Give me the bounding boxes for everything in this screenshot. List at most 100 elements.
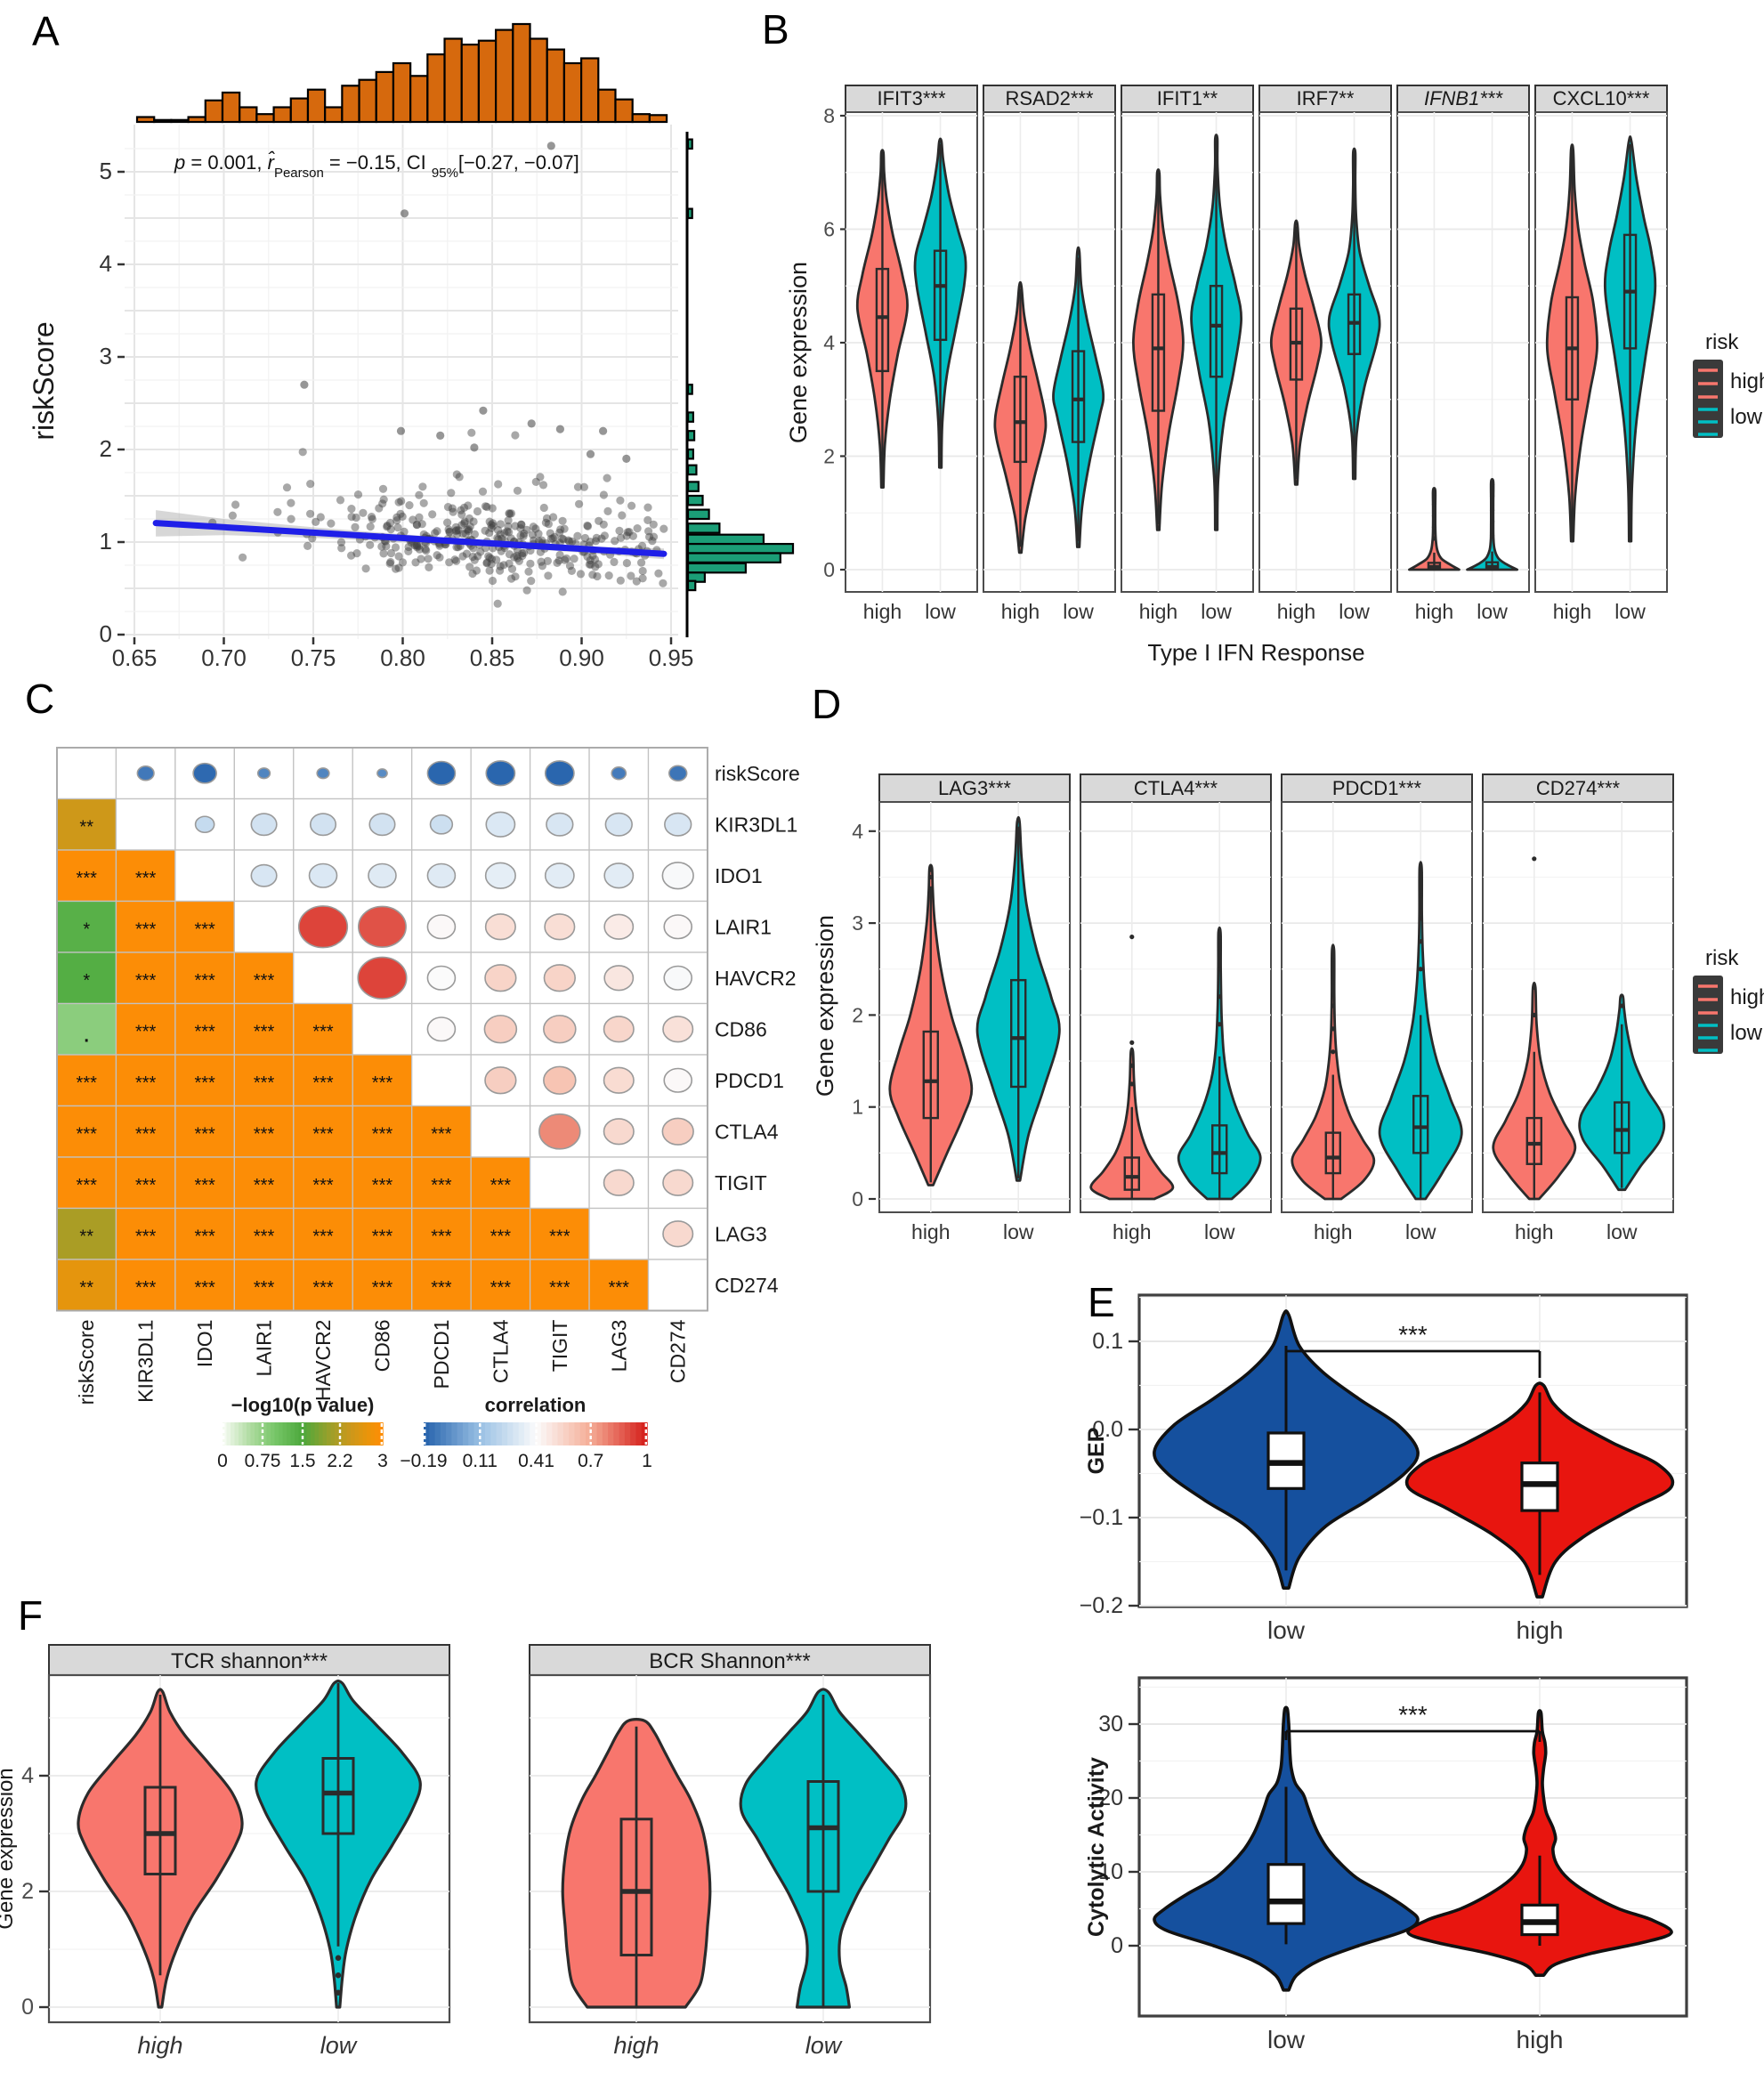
scatter-point: [361, 564, 370, 573]
correlation-circle: [250, 863, 278, 887]
scatter-point: [400, 209, 409, 218]
hist-bar: [324, 106, 344, 124]
scatter-point: [444, 525, 453, 534]
legend-title: correlation: [485, 1394, 587, 1416]
significance-stars: ***: [254, 1124, 275, 1144]
scatter-point: [615, 526, 624, 536]
scatter-point: [454, 543, 463, 552]
plot-content: [49, 1675, 449, 2022]
matrix-cell: [174, 951, 235, 1005]
scatter-point: [410, 541, 419, 550]
facet-header: [1080, 773, 1272, 803]
scatter-point: [428, 510, 437, 519]
scatter-point: [228, 511, 237, 520]
scatter-point: [507, 564, 517, 573]
scatter-point: [383, 522, 392, 531]
scatter-point: [386, 548, 396, 558]
scatter-point: [375, 504, 384, 513]
correlation-circle: [661, 1117, 694, 1146]
panel-b-label: B: [762, 6, 789, 53]
matrix-cell: [115, 798, 176, 851]
hist-bar: [686, 464, 698, 476]
scatter-point: [524, 567, 533, 576]
facet-title: PDCD1***: [1332, 777, 1422, 799]
col-label: KIR3DL1: [134, 1320, 158, 1403]
e-plot-0: 0.1 0.0 −0.1 −0.2 low high *** GEP: [1080, 1293, 1688, 1644]
scatter-point: [494, 480, 503, 489]
significance-stars: ***: [312, 1227, 334, 1246]
scatter-point: [487, 521, 496, 530]
scatter-point: [487, 523, 496, 533]
hist-bar: [358, 78, 377, 124]
scatter-point: [510, 553, 519, 562]
e-plot-1: 0 10 20 30 low high *** Cytolytic Activity: [1084, 1676, 1688, 2053]
hist-bar: [686, 481, 700, 492]
correlation-circle: [426, 862, 457, 888]
scatter-point: [637, 558, 646, 567]
scatter-point: [467, 428, 476, 437]
scatter-point: [470, 555, 479, 564]
scatter-point: [504, 516, 513, 525]
boxplot: [1266, 1863, 1306, 1925]
boxplot: [1010, 978, 1027, 1089]
scatter-point: [394, 563, 403, 572]
correlation-circle: [308, 862, 338, 888]
scatter-point: [638, 574, 647, 583]
row-label: HAVCR2: [715, 967, 797, 990]
facet-content: [1535, 112, 1667, 592]
sig-bracket: ***: [1284, 1321, 1541, 1378]
scatter-point: [645, 532, 654, 541]
hist-bar: [579, 57, 600, 124]
x-tick-label: low: [1267, 1616, 1306, 1644]
x-tick-label: low: [805, 2032, 843, 2059]
scatter-point: [513, 486, 522, 495]
hist-bar: [648, 114, 668, 124]
matrix-cell: [115, 900, 176, 953]
hist-bar: [686, 430, 696, 441]
scatter-point: [498, 534, 506, 543]
scatter-point: [485, 566, 494, 575]
scatter-point: [485, 529, 494, 538]
scatter-point: [393, 523, 402, 532]
col-label: LAG3: [607, 1320, 630, 1373]
matrix-cell: [647, 1259, 708, 1312]
facet-content: [1483, 802, 1673, 1212]
scatter-point: [560, 524, 569, 533]
outlier-dot: [1489, 519, 1495, 524]
scatter-point: [506, 509, 514, 518]
hist-bar: [153, 118, 173, 124]
x-tick-label: low: [1405, 1220, 1436, 1243]
scatter-point: [383, 521, 392, 530]
y-tick-label: 0: [852, 1187, 863, 1211]
legend-key: [1693, 360, 1723, 438]
correlation-circle: [484, 862, 516, 889]
y-tick-label: 0: [100, 620, 112, 647]
y-tick-label: 1: [852, 1096, 863, 1119]
hist-bar: [512, 22, 531, 124]
facet-3: IRF7** high low: [1258, 85, 1392, 623]
matrix-cell: [411, 1207, 472, 1260]
outlier-dot: [335, 1972, 342, 1979]
y-tick-label: 30: [1098, 1712, 1123, 1737]
plot-content: [1139, 1678, 1687, 2016]
scatter-point: [308, 534, 317, 543]
correlation-circle: [484, 1066, 517, 1095]
outlier-dot: [1418, 967, 1423, 972]
correlation-circle: [429, 814, 454, 835]
correlation-circle: [426, 1016, 457, 1042]
facet-title: BCR Shannon***: [649, 1649, 810, 1673]
scatter-point: [654, 569, 663, 578]
scatter-point: [520, 529, 529, 538]
matrix-cell: [233, 1002, 295, 1056]
scatter-point: [368, 514, 376, 523]
panel-c-label: C: [25, 676, 55, 722]
outlier-dot: [1619, 1003, 1624, 1008]
hist-bar: [686, 542, 795, 555]
facet-title: IFNB1***: [1424, 87, 1503, 109]
col-label: TIGIT: [548, 1320, 571, 1373]
row-label: CD86: [715, 1017, 767, 1041]
boxplot: [806, 1780, 840, 1893]
significance-stars: ***: [431, 1124, 452, 1144]
outlier-dot: [1431, 490, 1437, 496]
facet-title: CTLA4***: [1134, 777, 1218, 799]
